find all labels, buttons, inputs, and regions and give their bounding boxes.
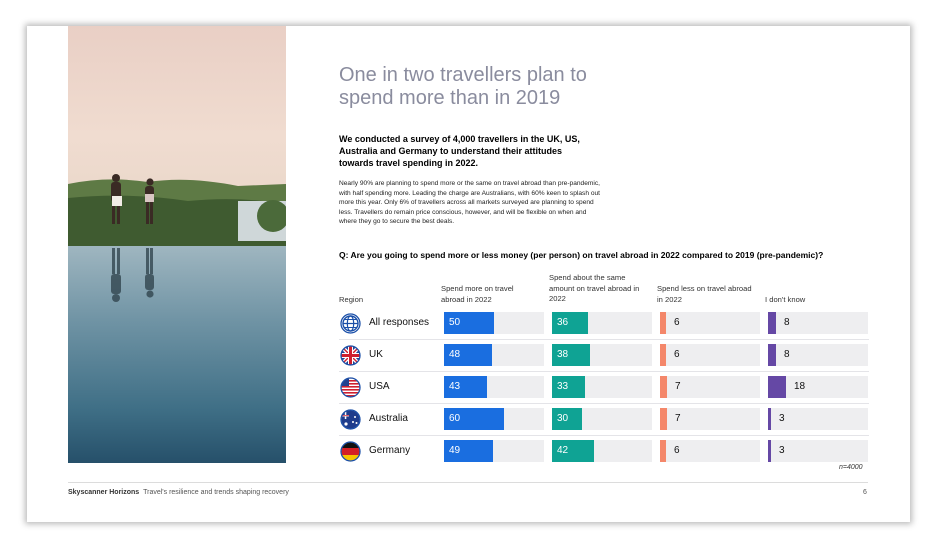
bar-track: 42 — [552, 440, 652, 462]
row-label-3: Australia — [369, 413, 408, 424]
australia-flag-icon — [340, 409, 361, 430]
row-separator — [339, 371, 869, 372]
page-number: 6 — [863, 489, 867, 496]
bar-track: 50 — [444, 312, 544, 334]
usa-flag-icon — [340, 377, 361, 398]
bar-track: 7 — [660, 408, 760, 430]
bar-track: 49 — [444, 440, 544, 462]
footer-text: Skyscanner Horizons Travel's resilience … — [68, 489, 289, 496]
bar-4-row-3 — [768, 408, 771, 430]
bar-value-label: 3 — [779, 445, 785, 456]
bar-value-label: 50 — [449, 317, 461, 328]
bar-value-label: 18 — [794, 381, 806, 392]
bar-track: 18 — [768, 376, 868, 398]
survey-question: Q: Are you going to spend more or less m… — [339, 250, 824, 260]
bar-4-row-1 — [768, 344, 776, 366]
row-separator — [339, 339, 869, 340]
bar-2-row-0 — [552, 312, 588, 334]
bar-value-label: 42 — [557, 445, 569, 456]
row-separator — [339, 435, 869, 436]
bar-track: 6 — [660, 344, 760, 366]
column-header-1: Spend more on travel abroad in 2022 — [441, 284, 514, 304]
bar-1-row-2 — [444, 376, 487, 398]
bar-value-label: 38 — [557, 349, 569, 360]
page-headline: One in two travellers plan to spend more… — [339, 64, 587, 109]
bar-value-label: 6 — [674, 445, 680, 456]
bar-value-label: 3 — [779, 413, 785, 424]
bar-1-row-1 — [444, 344, 492, 366]
bar-value-label: 60 — [449, 413, 461, 424]
region-column-header: Region — [339, 295, 364, 304]
bar-track: 60 — [444, 408, 544, 430]
bar-track: 6 — [660, 440, 760, 462]
bar-value-label: 30 — [557, 413, 569, 424]
bar-track: 3 — [768, 408, 868, 430]
bar-track: 38 — [552, 344, 652, 366]
bar-1-row-0 — [444, 312, 494, 334]
bar-value-label: 8 — [784, 349, 790, 360]
row-label-4: Germany — [369, 445, 411, 456]
bar-2-row-4 — [552, 440, 594, 462]
bar-1-row-4 — [444, 440, 493, 462]
row-label-1: UK — [369, 349, 383, 360]
infinity-pool-photo — [68, 26, 286, 463]
column-header-3: Spend less on travel abroad in 2022 — [657, 284, 752, 304]
column-header-2: Spend about the same amount on travel ab… — [549, 273, 640, 303]
report-page: One in two travellers plan to spend more… — [27, 26, 910, 522]
bar-3-row-4 — [660, 440, 666, 462]
bar-value-label: 36 — [557, 317, 569, 328]
bar-track: 3 — [768, 440, 868, 462]
bar-2-row-1 — [552, 344, 590, 366]
globe-icon — [340, 313, 361, 334]
bar-track: 30 — [552, 408, 652, 430]
bar-3-row-2 — [660, 376, 667, 398]
bar-4-row-4 — [768, 440, 771, 462]
bar-track: 36 — [552, 312, 652, 334]
footer-brand: Skyscanner Horizons — [68, 489, 140, 496]
bar-4-row-2 — [768, 376, 786, 398]
couple-by-pool-image — [68, 26, 286, 463]
intro-body-text: Nearly 90% are planning to spend more or… — [339, 180, 600, 226]
bar-value-label: 6 — [674, 317, 680, 328]
bar-track: 8 — [768, 344, 868, 366]
bar-3-row-0 — [660, 312, 666, 334]
bar-value-label: 48 — [449, 349, 461, 360]
bar-value-label: 6 — [674, 349, 680, 360]
bar-value-label: 7 — [675, 413, 681, 424]
bar-3-row-3 — [660, 408, 667, 430]
intro-summary: We conducted a survey of 4,000 traveller… — [339, 134, 580, 168]
bar-value-label: 33 — [557, 381, 569, 392]
footer-subtitle: Travel's resilience and trends shaping r… — [143, 489, 289, 496]
sample-size-note: n=4000 — [839, 464, 863, 471]
uk-flag-icon — [340, 345, 361, 366]
bar-1-row-3 — [444, 408, 504, 430]
bar-4-row-0 — [768, 312, 776, 334]
row-separator — [339, 403, 869, 404]
bar-2-row-3 — [552, 408, 582, 430]
bar-track: 8 — [768, 312, 868, 334]
column-header-4: I don't know — [765, 295, 806, 304]
germany-flag-icon — [340, 441, 361, 462]
row-label-2: USA — [369, 381, 390, 392]
row-label-0: All responses — [369, 317, 430, 328]
bar-value-label: 8 — [784, 317, 790, 328]
bar-track: 7 — [660, 376, 760, 398]
footer-divider — [68, 482, 868, 483]
bar-value-label: 49 — [449, 445, 461, 456]
bar-value-label: 7 — [675, 381, 681, 392]
bar-track: 43 — [444, 376, 544, 398]
bar-2-row-2 — [552, 376, 585, 398]
bar-3-row-1 — [660, 344, 666, 366]
bar-value-label: 43 — [449, 381, 461, 392]
bar-track: 33 — [552, 376, 652, 398]
bar-track: 48 — [444, 344, 544, 366]
bar-track: 6 — [660, 312, 760, 334]
